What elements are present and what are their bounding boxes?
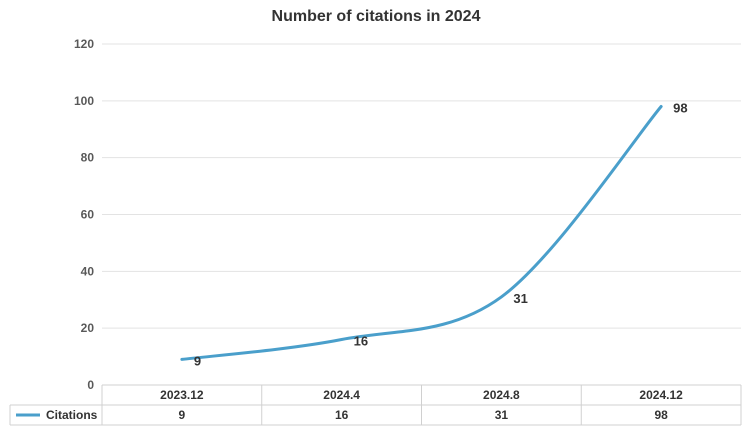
table-value: 16 <box>335 408 349 422</box>
x-category-label: 2023.12 <box>160 388 204 402</box>
table-value: 31 <box>495 408 509 422</box>
x-category-label: 2024.8 <box>483 388 520 402</box>
y-axis: 0 20 40 60 80 100 120 <box>74 37 94 392</box>
chart-title: Number of citations in 2024 <box>272 8 481 25</box>
x-category-label: 2024.4 <box>323 388 360 402</box>
y-tick-label: 80 <box>81 151 95 165</box>
legend-series-name: Citations <box>46 408 98 422</box>
data-label: 31 <box>513 291 527 306</box>
table-value: 98 <box>654 408 668 422</box>
data-table: 2023.12 2024.4 2024.8 2024.12 Citations 9 16 31… <box>9 384 742 426</box>
y-tick-label: 40 <box>81 264 95 278</box>
x-category-label: 2024.12 <box>639 388 683 402</box>
series-lines <box>180 105 663 361</box>
data-label: 16 <box>354 334 368 349</box>
series-line <box>180 105 663 361</box>
data-label: 9 <box>194 353 201 368</box>
y-tick-label: 20 <box>81 321 95 335</box>
gridlines <box>102 43 741 329</box>
y-tick-label: 100 <box>74 94 94 108</box>
y-tick-label: 60 <box>81 208 95 222</box>
y-tick-label: 120 <box>74 37 94 51</box>
data-label: 98 <box>673 101 687 116</box>
y-tick-label: 0 <box>87 378 94 392</box>
table-value: 9 <box>179 408 186 422</box>
data-labels: 9 16 31 98 <box>194 101 688 369</box>
